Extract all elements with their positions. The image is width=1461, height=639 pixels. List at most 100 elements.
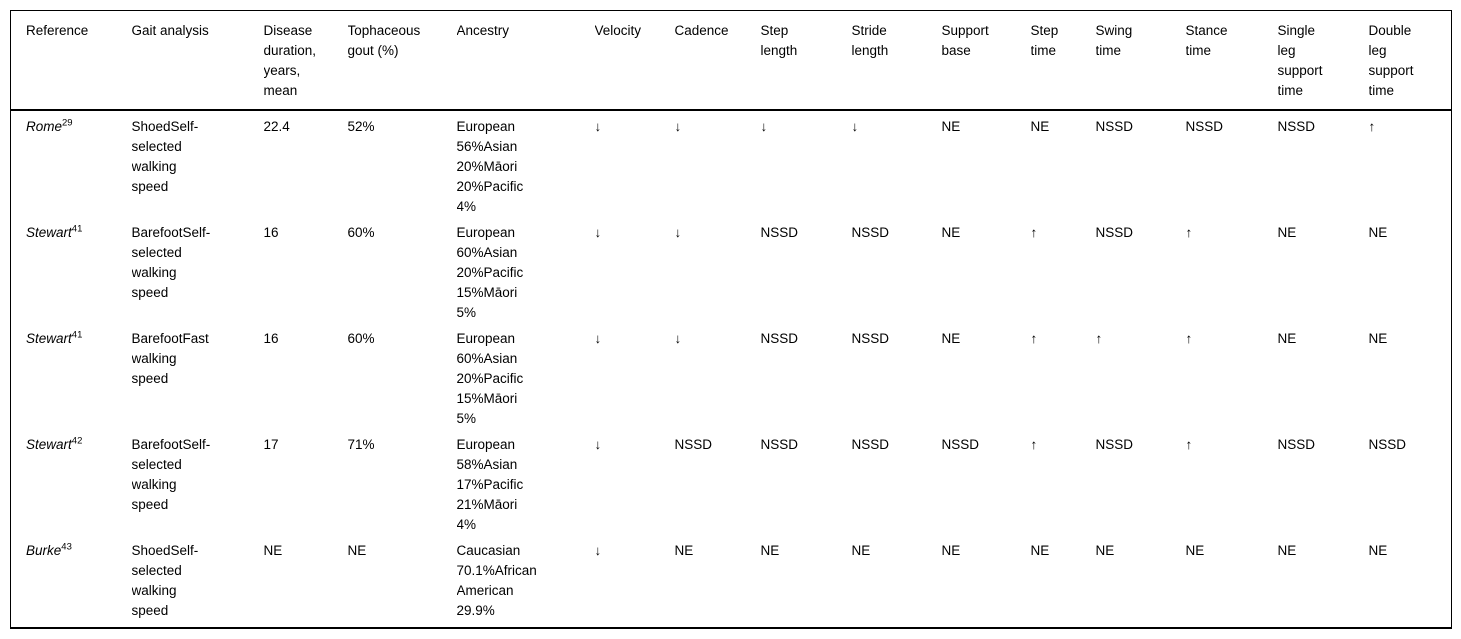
cell-swing-time: NE: [1095, 543, 1115, 558]
cell-disease-duration: 17: [263, 437, 279, 452]
cell-stance-time: NE: [1185, 543, 1205, 558]
cell-cadence: NE: [674, 543, 694, 558]
table-row: Stewart41 BarefootFast walking speed 16 …: [11, 323, 1452, 429]
cell-disease-duration: 16: [263, 331, 279, 346]
col-header-double-leg-support-time: Double leg support time: [1368, 10, 1452, 111]
cell-velocity: ↓: [594, 225, 602, 240]
cell-reference: Stewart42: [11, 429, 132, 535]
table-body: Rome29 ShoedSelf- selected walking speed…: [11, 110, 1452, 628]
cell-single-leg-support-time: NE: [1277, 225, 1297, 240]
col-header-gait-analysis: Gait analysis: [131, 10, 264, 111]
cell-cadence: ↓: [674, 119, 682, 134]
cell-swing-time: NSSD: [1095, 119, 1134, 134]
cell-stance-time: NSSD: [1185, 119, 1224, 134]
cell-double-leg-support-time: NE: [1368, 225, 1388, 240]
citation-superscript: 29: [62, 117, 73, 129]
cell-step-time: ↑: [1030, 437, 1038, 452]
cell-ancestry: European 56%Asian 20%Māori 20%Pacific 4%: [456, 119, 524, 214]
col-header-swing-time: Swing time: [1095, 10, 1186, 111]
cell-support-base: NE: [941, 331, 961, 346]
cell-step-time: NE: [1030, 543, 1050, 558]
cell-reference: Stewart41: [11, 323, 132, 429]
col-header-stride-length: Stride length: [851, 10, 942, 111]
reference-name: Burke: [26, 543, 62, 558]
cell-step-time: ↑: [1030, 225, 1038, 240]
cell-gait-analysis: ShoedSelf- selected walking speed: [131, 543, 199, 618]
cell-swing-time: NSSD: [1095, 225, 1134, 240]
citation-superscript: 41: [71, 223, 83, 235]
cell-cadence: ↓: [674, 331, 682, 346]
citation-superscript: 43: [61, 541, 72, 553]
citation-superscript: 42: [71, 435, 83, 447]
cell-stride-length: NSSD: [851, 225, 890, 240]
cell-ancestry: European 58%Asian 17%Pacific 21%Māori 4%: [456, 437, 524, 532]
cell-step-length: NSSD: [760, 437, 799, 452]
col-header-cadence: Cadence: [674, 10, 761, 111]
cell-support-base: NE: [941, 543, 961, 558]
cell-tophaceous-gout: 60%: [347, 225, 375, 240]
cell-single-leg-support-time: NE: [1277, 331, 1297, 346]
reference-name: Stewart: [26, 437, 72, 452]
cell-cadence: ↓: [674, 225, 682, 240]
cell-ancestry: Caucasian 70.1%African American 29.9%: [456, 543, 537, 618]
gait-parameters-table: Reference Gait analysis Disease duration…: [10, 10, 1452, 629]
cell-step-length: NE: [760, 543, 780, 558]
cell-gait-analysis: ShoedSelf- selected walking speed: [131, 119, 199, 194]
cell-tophaceous-gout: 52%: [347, 119, 375, 134]
table-row: Stewart41 BarefootSelf- selected walking…: [11, 217, 1452, 323]
cell-tophaceous-gout: 60%: [347, 331, 375, 346]
cell-stride-length: ↓: [851, 119, 859, 134]
cell-single-leg-support-time: NE: [1277, 543, 1297, 558]
cell-ancestry: European 60%Asian 20%Pacific 15%Māori 5%: [456, 225, 524, 320]
col-header-single-leg-support-time: Single leg support time: [1277, 10, 1369, 111]
cell-tophaceous-gout: 71%: [347, 437, 375, 452]
cell-stance-time: ↑: [1185, 437, 1193, 452]
cell-double-leg-support-time: ↑: [1368, 119, 1376, 134]
cell-stride-length: NE: [851, 543, 871, 558]
cell-gait-analysis: BarefootSelf- selected walking speed: [131, 225, 211, 300]
cell-step-length: NSSD: [760, 225, 799, 240]
reference-name: Stewart: [26, 331, 72, 346]
cell-stride-length: NSSD: [851, 437, 890, 452]
col-header-disease-duration: Disease duration, years, mean: [263, 10, 348, 111]
table-row: Rome29 ShoedSelf- selected walking speed…: [11, 110, 1452, 217]
table-header: Reference Gait analysis Disease duration…: [10, 10, 1452, 111]
cell-swing-time: NSSD: [1095, 437, 1134, 452]
cell-stance-time: ↑: [1185, 331, 1193, 346]
cell-disease-duration: 22.4: [263, 119, 290, 134]
cell-cadence: NSSD: [674, 437, 713, 452]
cell-stride-length: NSSD: [851, 331, 890, 346]
col-header-ancestry: Ancestry: [456, 10, 595, 111]
cell-single-leg-support-time: NSSD: [1277, 437, 1316, 452]
cell-velocity: ↓: [594, 437, 602, 452]
reference-name: Rome: [26, 119, 63, 134]
cell-reference: Stewart41: [11, 217, 132, 323]
header-row: Reference Gait analysis Disease duration…: [10, 10, 1452, 111]
table-row: Burke43 ShoedSelf- selected walking spee…: [11, 535, 1452, 628]
col-header-step-time: Step time: [1030, 10, 1096, 111]
col-header-tophaceous-gout: Tophaceous gout (%): [347, 10, 457, 111]
cell-velocity: ↓: [594, 543, 602, 558]
col-header-stance-time: Stance time: [1185, 10, 1278, 111]
cell-gait-analysis: BarefootFast walking speed: [131, 331, 209, 386]
cell-step-length: ↓: [760, 119, 768, 134]
cell-double-leg-support-time: NSSD: [1368, 437, 1407, 452]
col-header-support-base: Support base: [941, 10, 1031, 111]
cell-step-time: NE: [1030, 119, 1050, 134]
cell-stance-time: ↑: [1185, 225, 1193, 240]
cell-tophaceous-gout: NE: [347, 543, 367, 558]
cell-step-time: ↑: [1030, 331, 1038, 346]
cell-reference: Burke43: [11, 535, 132, 628]
col-header-reference: Reference: [10, 10, 132, 111]
cell-double-leg-support-time: NE: [1368, 543, 1388, 558]
cell-velocity: ↓: [594, 119, 602, 134]
cell-support-base: NE: [941, 225, 961, 240]
cell-disease-duration: 16: [263, 225, 279, 240]
cell-support-base: NE: [941, 119, 961, 134]
table-row: Stewart42 BarefootSelf- selected walking…: [11, 429, 1452, 535]
reference-name: Stewart: [26, 225, 72, 240]
col-header-step-length: Step length: [760, 10, 852, 111]
cell-velocity: ↓: [594, 331, 602, 346]
cell-ancestry: European 60%Asian 20%Pacific 15%Māori 5%: [456, 331, 524, 426]
